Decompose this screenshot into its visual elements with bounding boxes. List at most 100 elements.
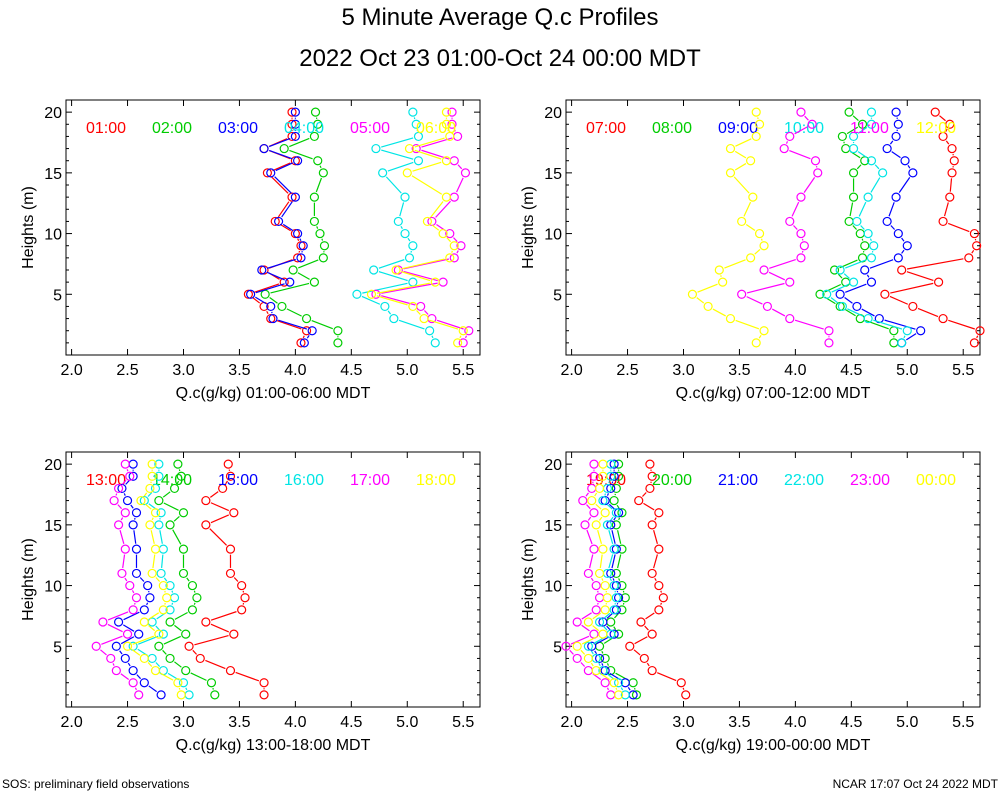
- series-line-segment: [119, 650, 123, 655]
- data-point: [309, 216, 319, 227]
- data-point: [458, 338, 468, 348]
- series-line-segment: [172, 529, 182, 545]
- data-point: [313, 119, 323, 129]
- data-point: [841, 143, 851, 154]
- series-line-segment: [147, 662, 153, 667]
- series-line-segment: [429, 319, 459, 330]
- data-point: [122, 641, 133, 651]
- series-line-segment: [743, 201, 752, 217]
- legend-entry: 04:00: [284, 120, 324, 137]
- series-1300: [184, 459, 269, 700]
- data-point: [158, 580, 168, 591]
- data-point: [606, 690, 616, 700]
- data-point: [625, 641, 635, 651]
- data-point: [134, 690, 144, 700]
- data-point: [441, 192, 452, 202]
- series-line-segment: [608, 503, 615, 510]
- data-point: [852, 301, 862, 312]
- data-point: [600, 678, 610, 688]
- series-0600: [366, 107, 468, 348]
- series-line-segment: [585, 492, 589, 497]
- series-line-segment: [268, 137, 291, 148]
- series-line-segment: [609, 577, 612, 582]
- series-line-segment: [580, 649, 586, 655]
- series-line-segment: [210, 514, 230, 524]
- data-point: [964, 253, 974, 263]
- legend-entry: 00:00: [916, 472, 956, 489]
- data-point: [154, 459, 164, 469]
- series-line-segment: [696, 297, 705, 304]
- series-line-segment: [319, 165, 322, 169]
- series-line-segment: [130, 504, 134, 509]
- series-line-segment: [252, 297, 261, 304]
- series-line-segment: [289, 149, 313, 160]
- series-line-segment: [210, 502, 230, 512]
- series-line-segment: [122, 554, 126, 569]
- x-axis-label: Q.c(g/kg) 01:00-06:00 MDT: [176, 385, 371, 402]
- series-line-segment: [971, 250, 975, 254]
- legend-entry: 01:00: [86, 120, 126, 137]
- data-point: [400, 192, 410, 202]
- data-point: [449, 253, 459, 263]
- data-point: [878, 168, 888, 178]
- data-point: [187, 605, 198, 615]
- series-line-segment: [119, 529, 125, 545]
- series-line-segment: [174, 661, 182, 668]
- series-line-segment: [272, 162, 291, 172]
- data-point: [889, 338, 899, 348]
- data-point: [131, 568, 142, 579]
- x-tick-label: 5.0: [896, 714, 918, 731]
- series-line-segment: [581, 624, 590, 632]
- data-point: [165, 617, 175, 627]
- series-line-segment: [606, 613, 613, 619]
- data-point: [636, 617, 646, 627]
- data-point: [201, 617, 211, 627]
- data-point: [866, 253, 877, 263]
- data-point: [290, 107, 300, 117]
- data-point: [591, 665, 601, 676]
- data-point: [578, 495, 588, 506]
- x-tick-label: 4.0: [784, 714, 806, 731]
- data-point: [606, 617, 616, 627]
- data-point: [449, 156, 459, 166]
- data-point: [611, 593, 621, 603]
- data-point: [128, 520, 138, 530]
- data-point: [654, 580, 664, 591]
- legend-entry: 17:00: [350, 472, 390, 489]
- data-point: [162, 593, 172, 603]
- data-point: [647, 629, 657, 639]
- series-line-segment: [148, 685, 158, 693]
- x-tick-label: 4.5: [840, 362, 862, 379]
- series-line-segment: [697, 283, 718, 293]
- data-point: [268, 313, 278, 324]
- x-tick-label: 5.0: [396, 362, 418, 379]
- series-line-segment: [861, 238, 864, 241]
- series-line-segment: [611, 530, 616, 544]
- series-line-segment: [602, 625, 608, 631]
- series-line-segment: [858, 201, 867, 217]
- data-point: [687, 289, 698, 299]
- data-point: [229, 629, 239, 639]
- data-point: [759, 326, 769, 336]
- data-point: [158, 605, 168, 615]
- series-line-segment: [682, 687, 685, 690]
- series-line-segment: [151, 517, 154, 521]
- x-tick-label: 3.0: [172, 714, 194, 731]
- data-point: [378, 168, 388, 178]
- series-line-segment: [193, 590, 196, 593]
- legend-entry: 12:00: [916, 120, 956, 137]
- series-line-segment: [903, 335, 906, 339]
- series-line-segment: [803, 177, 816, 193]
- data-point: [319, 241, 330, 251]
- series-line-segment: [414, 137, 445, 148]
- series-line-segment: [131, 590, 135, 594]
- series-2300: [561, 459, 616, 700]
- data-point: [404, 143, 415, 154]
- series-line-segment: [255, 283, 285, 294]
- series-line-segment: [277, 201, 290, 218]
- series-line-segment: [617, 530, 622, 544]
- series-line-segment: [837, 273, 843, 279]
- series-line-segment: [594, 650, 598, 655]
- data-point: [598, 617, 608, 627]
- data-point: [413, 131, 424, 142]
